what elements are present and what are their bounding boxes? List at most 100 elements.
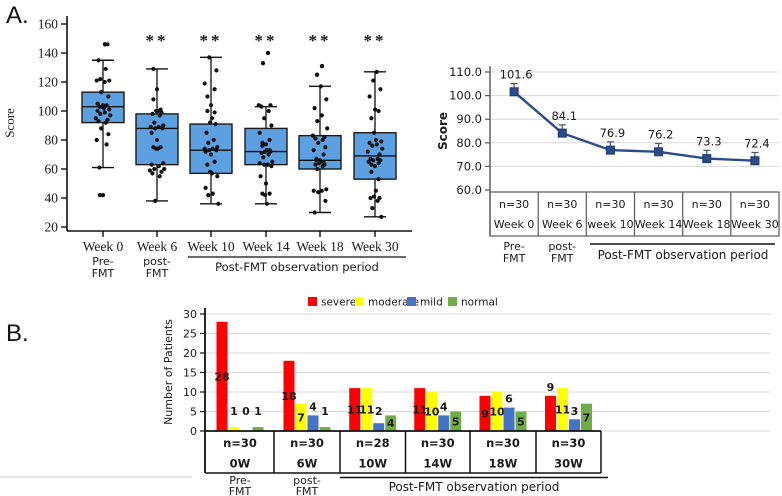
data-point	[150, 171, 155, 176]
data-point	[267, 191, 272, 196]
table-n-cell: n=30	[740, 198, 770, 211]
bar-value-label: 5	[517, 415, 525, 428]
y-axis-title: Number of Patients	[162, 319, 175, 425]
box-group-week-6	[135, 66, 179, 203]
bar-value-label: 7	[583, 411, 591, 424]
table-week-cell: 6W	[297, 457, 318, 471]
data-point	[377, 195, 382, 201]
data-point	[105, 117, 110, 122]
data-point	[369, 169, 374, 174]
data-point	[107, 78, 112, 83]
phase-pre-label: FMT	[92, 267, 115, 280]
x-tick-label: Week 0	[83, 239, 124, 254]
bar-value-label: 0	[242, 405, 250, 418]
outlier-point	[102, 42, 108, 47]
y-tick-label: 80.0	[456, 136, 482, 150]
score-linechart-chart: 60.0 70.0 80.0 90.0 100.0 110.0 Score 101.6 84.1…	[436, 65, 780, 265]
phase-pre-label: FMT	[229, 485, 252, 496]
data-point	[203, 185, 208, 190]
y-axis-title: Score	[436, 112, 450, 150]
x-tick-label: Week 30	[351, 239, 399, 254]
bar-normal-10W	[385, 415, 397, 431]
data-point	[161, 123, 166, 128]
data-point	[210, 191, 215, 196]
data-point	[314, 156, 319, 161]
data-point	[379, 214, 384, 219]
bar-value-label: 10	[489, 406, 505, 419]
value-label: 73.3	[696, 134, 722, 148]
box-group-week-10	[189, 55, 233, 206]
data-point	[107, 107, 112, 112]
data-point	[216, 201, 221, 206]
y-tick-label: 100	[38, 104, 59, 119]
bar-value-label: 4	[440, 400, 448, 413]
outlier-point	[265, 50, 271, 56]
panel-b-label: B.	[6, 320, 29, 347]
bar-moderate-18W	[491, 392, 503, 431]
data-point	[323, 198, 328, 203]
bar-value-label: 9	[481, 407, 489, 420]
data-point	[152, 166, 157, 172]
bar-value-label: 18	[281, 390, 296, 403]
outlier-point	[319, 63, 325, 69]
significance-marker: **	[200, 31, 223, 50]
data-point	[324, 97, 329, 102]
data-point	[260, 143, 265, 148]
data-point	[372, 194, 377, 199]
y-tick-label: 80	[45, 133, 59, 148]
severity-barchart-chart: severe moderate mild normal051015202530Numb…	[0, 297, 770, 496]
data-point	[257, 130, 262, 135]
data-point	[263, 142, 269, 147]
phase-post-label: post-	[548, 240, 576, 253]
phase-pre-label: Pre-	[92, 255, 113, 268]
data-point	[99, 126, 104, 131]
data-point	[321, 152, 326, 157]
data-point	[210, 146, 215, 151]
y-axis-title: Score	[2, 108, 17, 138]
bar-value-label: 11	[555, 404, 570, 417]
table-week-cell: 30W	[554, 457, 583, 471]
data-point	[159, 169, 164, 174]
data-point	[312, 210, 317, 215]
table-n-cell: n=30	[595, 198, 625, 211]
bar-normal-30W	[581, 403, 592, 431]
legend-label-severe: severe	[321, 297, 356, 309]
significance-marker: **	[309, 31, 332, 50]
data-point	[202, 81, 207, 86]
y-tick-label: 140	[38, 46, 59, 61]
value-label: 84.1	[551, 109, 577, 123]
y-tick-label: 25	[183, 328, 197, 341]
data-point	[376, 108, 381, 114]
data-point	[151, 66, 156, 72]
value-label: 76.2	[648, 128, 674, 142]
legend-swatch-normal	[448, 297, 457, 306]
data-point	[269, 164, 274, 169]
data-point	[324, 187, 329, 192]
bar-value-label: 11	[347, 404, 362, 417]
y-tick-label: 10	[183, 386, 197, 399]
data-point	[202, 146, 207, 151]
data-point	[374, 69, 379, 74]
table-week-cell: Week 0	[494, 218, 535, 231]
y-tick-label: 0	[190, 425, 197, 438]
data-point	[313, 136, 318, 141]
data-point	[154, 137, 160, 143]
data-point	[266, 108, 271, 114]
data-point	[323, 145, 328, 150]
bar-value-label: 11	[412, 404, 427, 417]
x-tick-label: Week 6	[137, 239, 178, 254]
legend-label-mild: mild	[420, 297, 443, 309]
data-point	[368, 156, 373, 161]
data-point	[378, 87, 383, 92]
legend-swatch-mild	[407, 297, 416, 306]
data-point	[261, 155, 266, 160]
legend-swatch-moderate	[355, 297, 364, 306]
table-n-cell: n=30	[552, 436, 586, 450]
phase-post-label: FMT	[146, 267, 169, 280]
phase-post-label: post-	[293, 474, 321, 487]
observation-period-label: Post-FMT observation period	[215, 260, 379, 274]
y-tick-label: 30	[183, 308, 197, 321]
data-point	[148, 124, 153, 130]
bar-normal-18W	[515, 411, 527, 431]
data-point	[158, 107, 163, 112]
